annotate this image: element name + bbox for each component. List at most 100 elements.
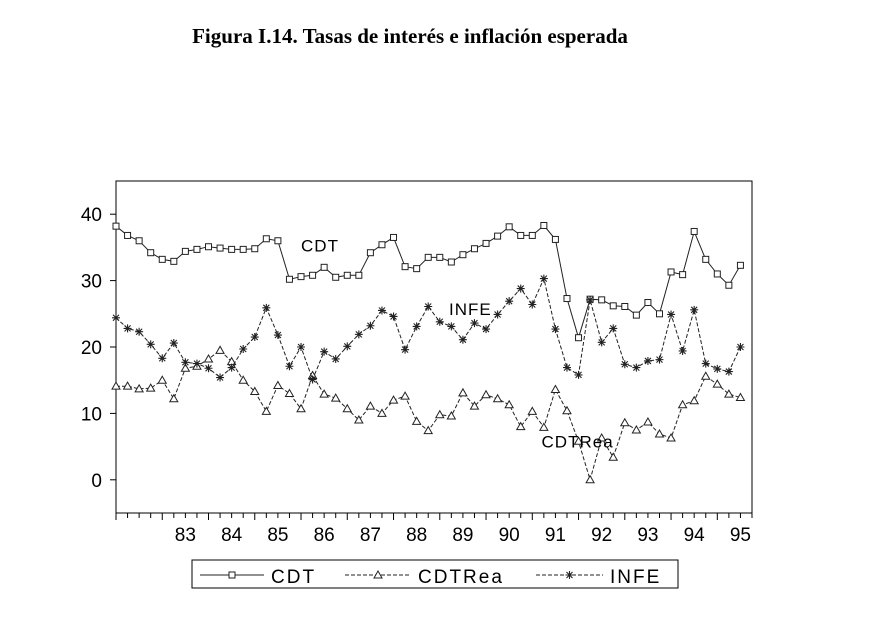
data-point-infe — [343, 342, 352, 351]
data-point-cdt — [482, 239, 490, 247]
plot-frame — [115, 180, 753, 514]
data-point-cdtrea — [273, 380, 283, 390]
data-point-infe — [528, 300, 537, 309]
data-point-cdt — [274, 237, 282, 245]
data-point-infe — [551, 325, 560, 334]
data-point-cdt — [378, 241, 386, 249]
x-tick-label: 90 — [499, 525, 520, 546]
data-point-infe — [239, 344, 248, 353]
data-point-cdtrea — [619, 417, 630, 427]
data-point-cdt — [205, 243, 213, 251]
data-point-infe — [632, 363, 641, 372]
data-point-cdtrea — [458, 387, 468, 397]
data-point-cdtrea — [469, 401, 480, 410]
x-tick-label: 92 — [591, 525, 612, 546]
data-point-cdt — [436, 253, 444, 261]
data-point-infe — [435, 317, 444, 326]
data-point-cdtrea — [515, 421, 526, 431]
data-point-cdt — [228, 245, 236, 253]
data-point-infe — [146, 340, 155, 349]
data-point-infe — [516, 284, 525, 293]
data-point-cdt — [355, 271, 363, 279]
x-tick-label: 85 — [267, 525, 288, 546]
data-point-cdtrea — [596, 432, 607, 442]
data-point-infe — [447, 322, 456, 331]
data-point-cdtrea — [319, 389, 330, 398]
legend-box — [191, 559, 679, 589]
data-point-cdtrea — [481, 389, 491, 399]
data-point-cdt — [135, 237, 143, 245]
data-point-cdtrea — [203, 353, 214, 363]
data-point-cdt — [332, 273, 340, 281]
data-point-cdt — [181, 247, 189, 255]
data-point-cdtrea — [643, 417, 653, 426]
x-tick-label: 95 — [730, 525, 751, 546]
x-tick-label: 83 — [175, 525, 196, 546]
data-point-infe — [424, 302, 433, 311]
data-point-infe — [123, 324, 132, 333]
legend-label-cdt: CDT — [271, 567, 316, 588]
data-point-infe — [377, 306, 386, 315]
data-point-cdt — [158, 255, 166, 263]
data-point-infe — [389, 312, 398, 321]
data-point-cdt — [193, 245, 201, 253]
data-point-infe — [713, 364, 722, 373]
data-point-cdt — [366, 249, 374, 257]
data-point-cdtrea — [423, 425, 434, 435]
data-point-infe — [273, 331, 282, 340]
data-point-cdtrea — [608, 452, 619, 461]
data-point-infe — [135, 327, 144, 336]
data-point-infe — [192, 359, 201, 368]
data-point-cdtrea — [724, 389, 734, 398]
data-point-cdtrea — [585, 474, 595, 484]
data-point-cdtrea — [261, 406, 272, 415]
data-point-cdtrea — [400, 391, 410, 400]
data-point-infe — [655, 355, 664, 364]
data-point-cdt — [112, 222, 120, 230]
data-point-cdtrea — [654, 428, 665, 438]
data-point-cdtrea — [550, 384, 561, 393]
legend-marker-infe — [565, 571, 574, 579]
data-point-cdtrea — [238, 375, 249, 384]
data-point-cdt — [644, 299, 652, 307]
data-point-infe — [482, 325, 491, 334]
data-point-infe — [169, 339, 178, 348]
data-point-cdtrea — [700, 371, 711, 380]
data-point-cdtrea — [111, 381, 121, 390]
data-point-cdt — [563, 295, 571, 303]
legend-label-infe: INFE — [610, 567, 661, 588]
data-point-cdtrea — [504, 399, 515, 409]
data-point-cdt — [517, 231, 525, 239]
x-tick-label: 84 — [221, 525, 243, 546]
x-tick-label: 93 — [637, 525, 658, 546]
data-point-cdt — [320, 263, 328, 271]
data-point-cdtrea — [411, 416, 422, 425]
x-tick-label: 86 — [314, 525, 335, 546]
data-point-cdt — [632, 311, 640, 319]
data-point-cdt — [713, 270, 721, 278]
data-point-infe — [690, 305, 699, 314]
data-point-cdt — [251, 245, 259, 253]
data-point-infe — [562, 363, 571, 372]
data-point-cdt — [170, 257, 178, 265]
data-point-infe — [297, 343, 306, 351]
legend-label-cdtrea: CDTRea — [418, 567, 504, 588]
series-line-infe — [115, 277, 741, 381]
data-point-cdtrea — [145, 383, 156, 392]
data-point-cdtrea — [215, 345, 225, 354]
data-point-cdtrea — [180, 363, 191, 372]
data-point-infe — [308, 375, 317, 384]
x-tick-label: 94 — [684, 525, 706, 546]
data-point-cdt — [540, 221, 548, 229]
data-point-cdtrea — [284, 388, 295, 397]
data-point-cdt — [459, 251, 467, 259]
chart-title: Figura I.14. Tasas de interés e inflació… — [192, 24, 628, 48]
series-line-cdt — [115, 224, 741, 340]
data-point-cdt — [551, 235, 559, 243]
data-point-cdtrea — [538, 422, 549, 431]
legend-marker-cdt — [228, 571, 236, 579]
data-point-cdtrea — [689, 395, 700, 405]
data-point-cdt — [528, 231, 536, 239]
data-point-cdt — [679, 271, 687, 279]
